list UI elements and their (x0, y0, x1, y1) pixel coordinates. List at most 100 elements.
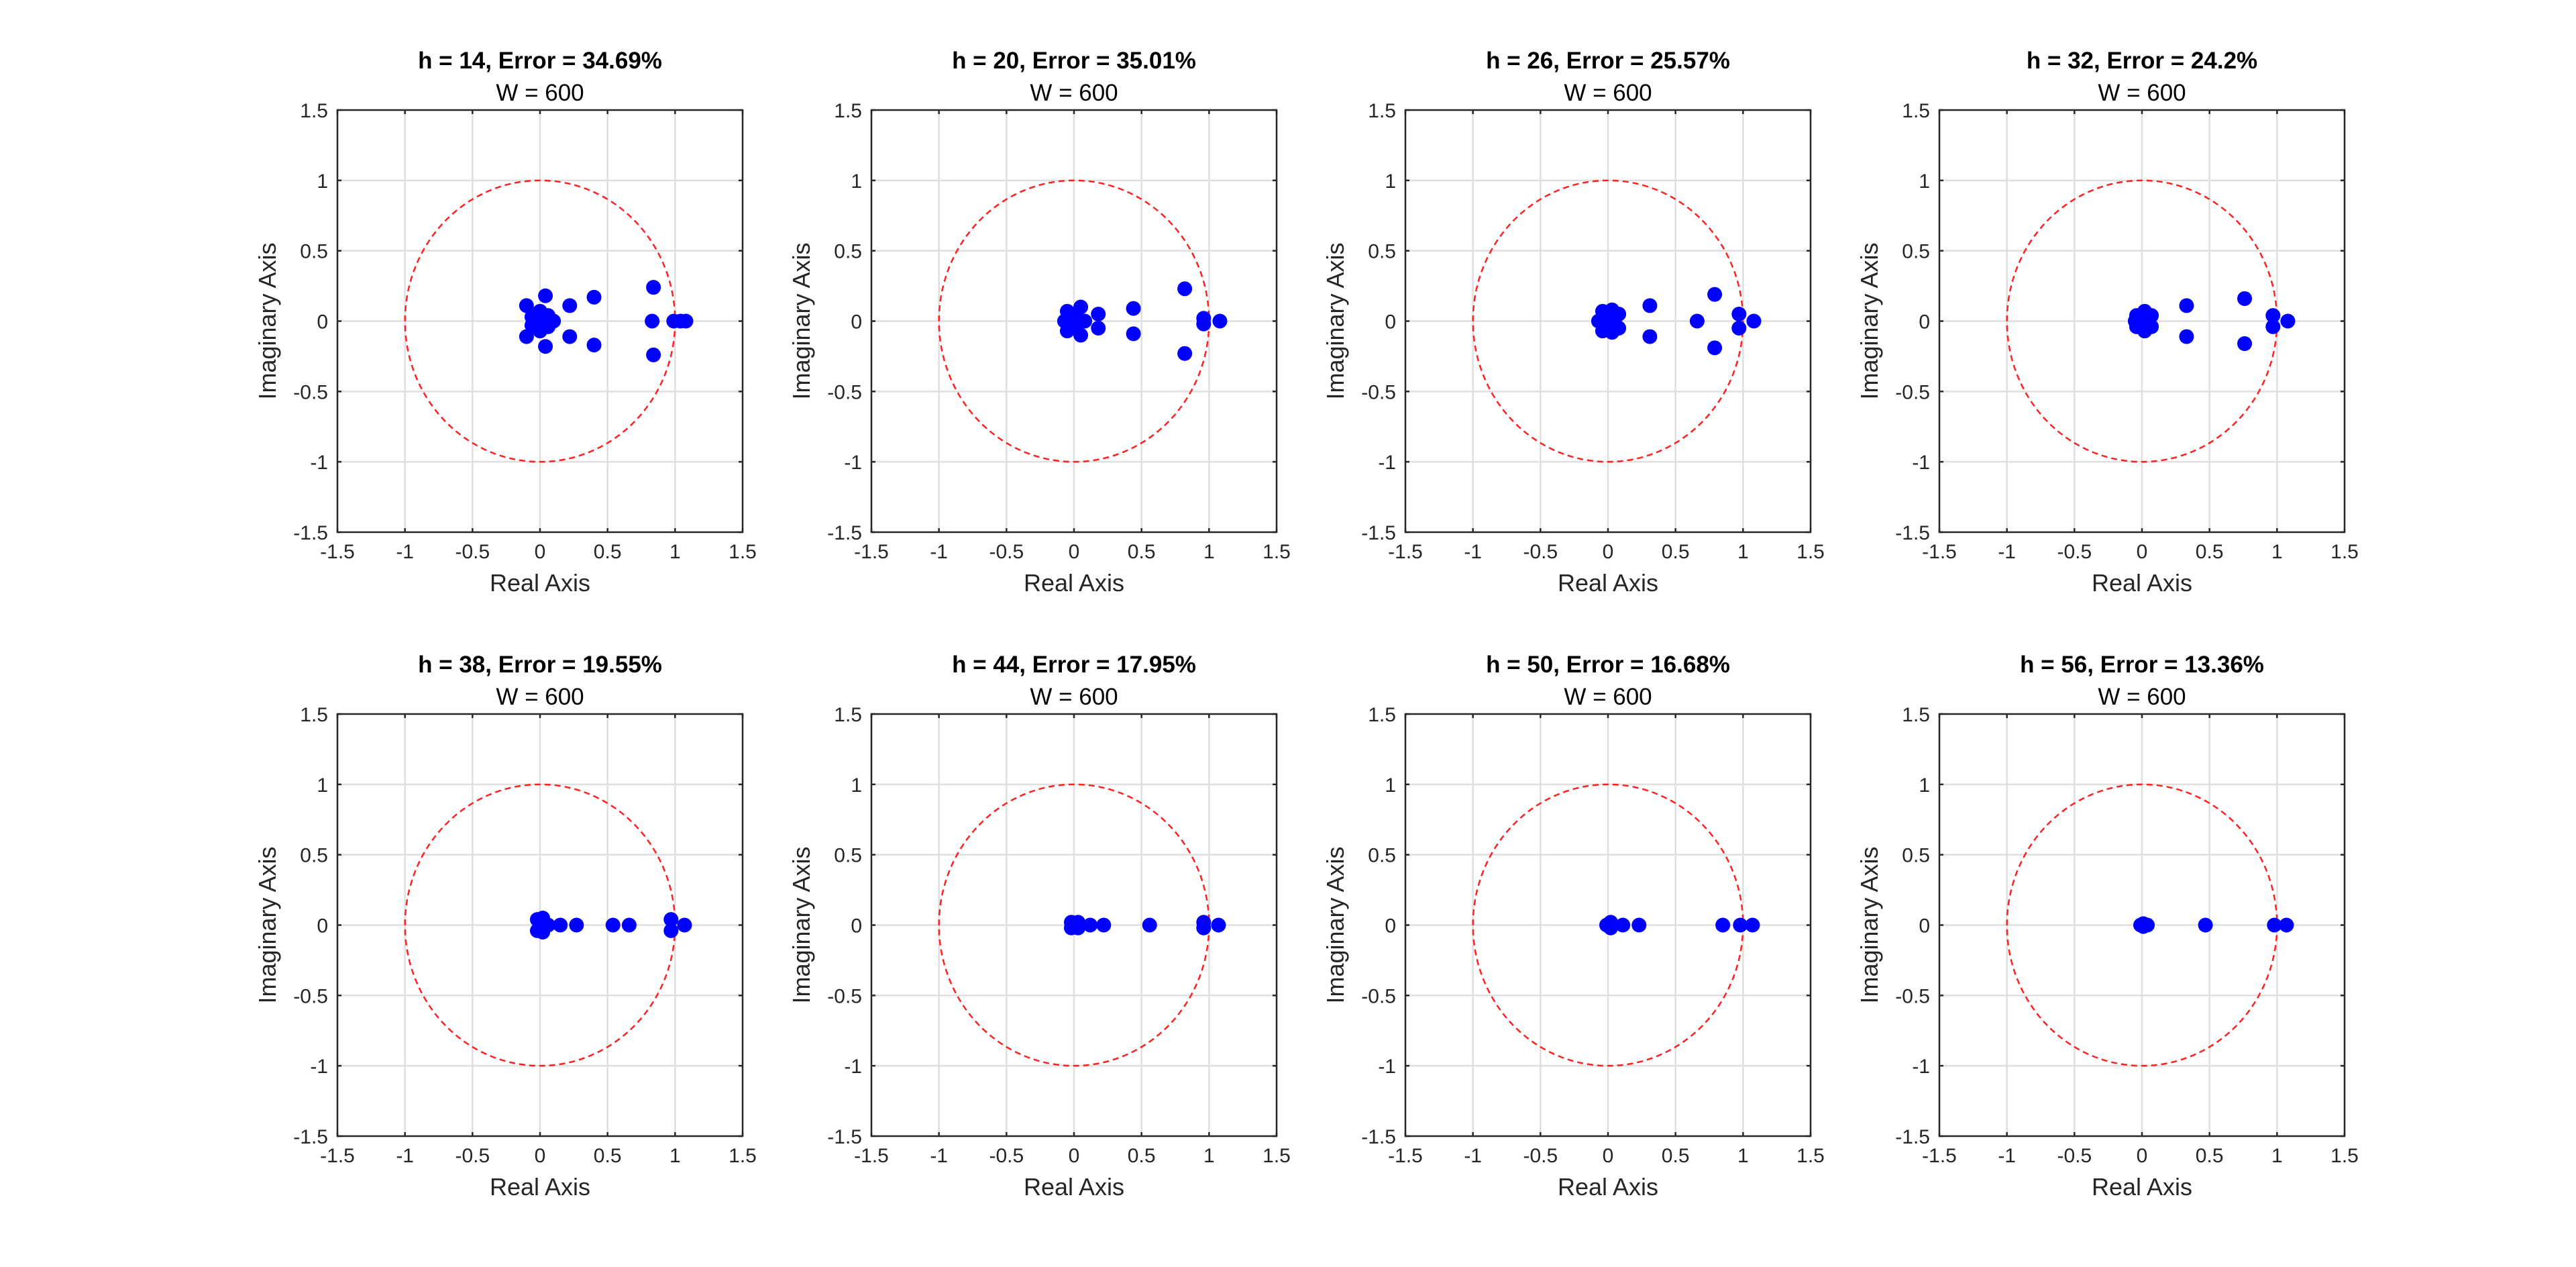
x-tick-label: 0.5 (1662, 541, 1690, 563)
poles (1591, 287, 1762, 356)
chart-subtitle: W = 600 (2098, 684, 2186, 710)
pole-marker (1715, 917, 1731, 933)
x-tick-label: 1 (2271, 1145, 2283, 1167)
y-tick-label: -1 (1378, 452, 1396, 474)
subplot-1: -1.5 -1 -0.5 0 0.5 1 1.5 -1.5 -1 -0.5 0 0.5 1 1.5 Real… (254, 48, 757, 597)
x-tick-label: 0 (1069, 1145, 1080, 1167)
y-axis-label: Imaginary Axis (1322, 846, 1349, 1003)
y-tick-label: 1 (1385, 774, 1396, 797)
y-tick-label: -1.5 (1361, 522, 1396, 544)
y-tick-label: 1 (1385, 170, 1396, 193)
x-tick-label: -0.5 (2057, 1145, 2092, 1167)
x-tick-label: -1 (930, 1145, 948, 1167)
y-tick-label: -0.5 (1361, 381, 1396, 403)
pole-marker (605, 917, 621, 933)
x-tick-label: 1.5 (1796, 541, 1825, 563)
y-tick-label: 1.5 (834, 704, 862, 726)
x-tick-label: 0 (1603, 541, 1614, 563)
y-axis-label: Imaginary Axis (254, 242, 281, 399)
chart-title: h = 14, Error = 34.69% (418, 48, 662, 74)
y-axis-label: Imaginary Axis (1322, 242, 1349, 399)
pole-marker (1689, 313, 1705, 329)
x-axis-label: Real Axis (490, 569, 590, 597)
pole-marker (1731, 307, 1747, 322)
x-tick-label: -1.5 (320, 1145, 355, 1167)
pole-marker (1196, 920, 1212, 935)
pole-marker (553, 917, 568, 933)
x-tick-label: -0.5 (2057, 541, 2092, 563)
y-axis-label: Imaginary Axis (1856, 242, 1883, 399)
pole-marker (1091, 320, 1106, 336)
x-tick-label: 0.5 (594, 1145, 622, 1167)
y-tick-label: 0.5 (1902, 241, 1930, 263)
y-tick-label: -1 (844, 1056, 862, 1078)
y-tick-label: 0 (1385, 311, 1396, 334)
y-tick-label: 1.5 (1368, 100, 1396, 122)
pole-marker (586, 338, 602, 353)
y-tick-label: -0.5 (293, 985, 328, 1007)
pole-marker (2237, 291, 2253, 306)
y-tick-label: -1 (310, 452, 328, 474)
pole-marker (538, 339, 553, 354)
y-tick-label: -0.5 (827, 381, 862, 403)
y-tick-label: -0.5 (293, 381, 328, 403)
y-tick-label: 1.5 (300, 704, 328, 726)
x-tick-label: 0 (2137, 541, 2148, 563)
y-tick-label: 1 (317, 170, 328, 193)
y-tick-label: 0 (1919, 915, 1930, 937)
subplot-3: -1.5 -1 -0.5 0 0.5 1 1.5 -1.5 -1 -0.5 0 0.5 1 1.5 Real… (1322, 48, 1825, 597)
x-tick-label: -1 (930, 541, 948, 563)
x-tick-label: 1 (669, 1145, 681, 1167)
subplot-7: -1.5 -1 -0.5 0 0.5 1 1.5 -1.5 -1 -0.5 0 0.5 1 1.5 Real… (1322, 652, 1825, 1201)
poles (529, 911, 692, 940)
x-tick-label: 1 (1737, 1145, 1749, 1167)
pole-marker (1126, 301, 1141, 316)
x-tick-label: -1 (1998, 541, 2016, 563)
pole-marker (1196, 316, 1212, 332)
tick-marks (1938, 713, 2346, 1137)
pole-marker (677, 917, 692, 933)
subplot-6: -1.5 -1 -0.5 0 0.5 1 1.5 -1.5 -1 -0.5 0 0.5 1 1.5 Real… (788, 652, 1291, 1201)
x-tick-label: -1 (1464, 1145, 1482, 1167)
pole-marker (1073, 327, 1089, 343)
chart-title: h = 26, Error = 25.57% (1486, 48, 1730, 74)
pole-marker (666, 313, 682, 329)
pole-marker (2140, 313, 2155, 329)
pole-marker (1091, 307, 1106, 322)
y-axis-label: Imaginary Axis (1856, 846, 1883, 1003)
x-tick-label: 0.5 (1128, 541, 1156, 563)
x-axis-label: Real Axis (2092, 1173, 2192, 1201)
x-tick-label: -0.5 (455, 1145, 490, 1167)
x-tick-label: 0 (2137, 1145, 2148, 1167)
pole-marker (1177, 346, 1193, 361)
chart-subtitle: W = 600 (496, 80, 584, 106)
x-tick-label: -1.5 (1922, 541, 1957, 563)
y-tick-label: -1.5 (293, 1126, 328, 1148)
x-tick-label: 0 (535, 1145, 546, 1167)
x-tick-label: 1.5 (2330, 541, 2359, 563)
chart-subtitle: W = 600 (496, 684, 584, 710)
chart-title: h = 20, Error = 35.01% (952, 48, 1196, 74)
x-tick-label: 1.5 (729, 541, 757, 563)
x-tick-label: -1.5 (854, 541, 889, 563)
y-tick-label: 0.5 (834, 241, 862, 263)
pole-marker (2133, 917, 2148, 933)
x-tick-label: 1.5 (1263, 541, 1291, 563)
chart-subtitle: W = 600 (1564, 80, 1652, 106)
x-tick-label: 0 (1069, 541, 1080, 563)
x-tick-label: 1.5 (1796, 1145, 1825, 1167)
y-axis-label: Imaginary Axis (254, 846, 281, 1003)
tick-marks (336, 713, 744, 1137)
y-tick-label: -1 (1378, 1056, 1396, 1078)
y-tick-label: 0 (1919, 311, 1930, 334)
pole-marker (533, 313, 547, 329)
pole-marker (1126, 326, 1141, 342)
x-tick-label: -1 (1464, 541, 1482, 563)
x-tick-label: 0.5 (1128, 1145, 1156, 1167)
pole-marker (1073, 299, 1089, 315)
pole-marker (1177, 281, 1193, 297)
pole-marker (586, 289, 602, 305)
y-tick-label: 1 (851, 170, 862, 193)
x-tick-label: -1.5 (1922, 1145, 1957, 1167)
